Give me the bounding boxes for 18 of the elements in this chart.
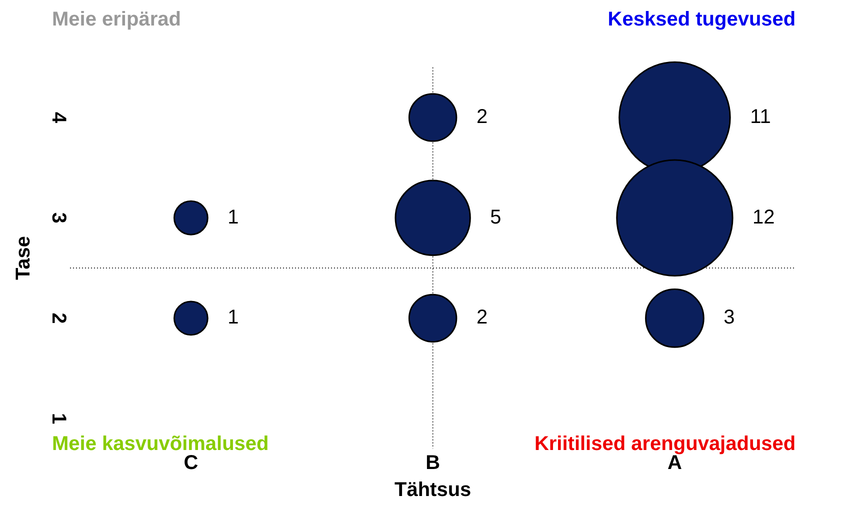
y-axis-title: Tase — [12, 236, 35, 280]
x-axis-title: Tähtsus — [394, 479, 472, 502]
data-label: 5 — [490, 206, 502, 228]
annotation: Kriitilised arenguvajadused — [534, 433, 796, 456]
text: Kesksed tugevused — [608, 8, 796, 31]
y-tick-label: 3 — [47, 212, 70, 224]
data-label: 3 — [724, 306, 735, 329]
x-tick-label: B — [426, 452, 440, 474]
data-label: 1 — [228, 206, 239, 228]
data-label: 1 — [228, 306, 239, 329]
y-tick-label: 2 — [47, 312, 70, 324]
data-label: 12 — [752, 206, 775, 228]
data-label: 2 — [476, 106, 488, 128]
data-label: 2 — [476, 306, 488, 329]
y-tick-label: 4 — [47, 112, 70, 124]
data-label: 11 — [750, 106, 771, 128]
text: Meie eripärad — [52, 8, 181, 31]
y-tick-label: 1 — [47, 412, 70, 424]
